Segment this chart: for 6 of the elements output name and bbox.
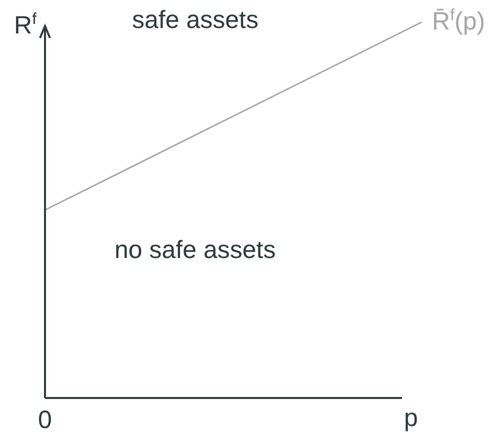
series-label: R̄$^{f}$(p) <box>432 7 486 36</box>
annotation: safe assets <box>132 6 258 34</box>
x-axis-title: p <box>404 404 418 432</box>
annotation: no safe assets <box>114 236 276 264</box>
text: 0 <box>38 406 52 434</box>
y-axis-title: R$^{f}$ <box>14 11 37 40</box>
